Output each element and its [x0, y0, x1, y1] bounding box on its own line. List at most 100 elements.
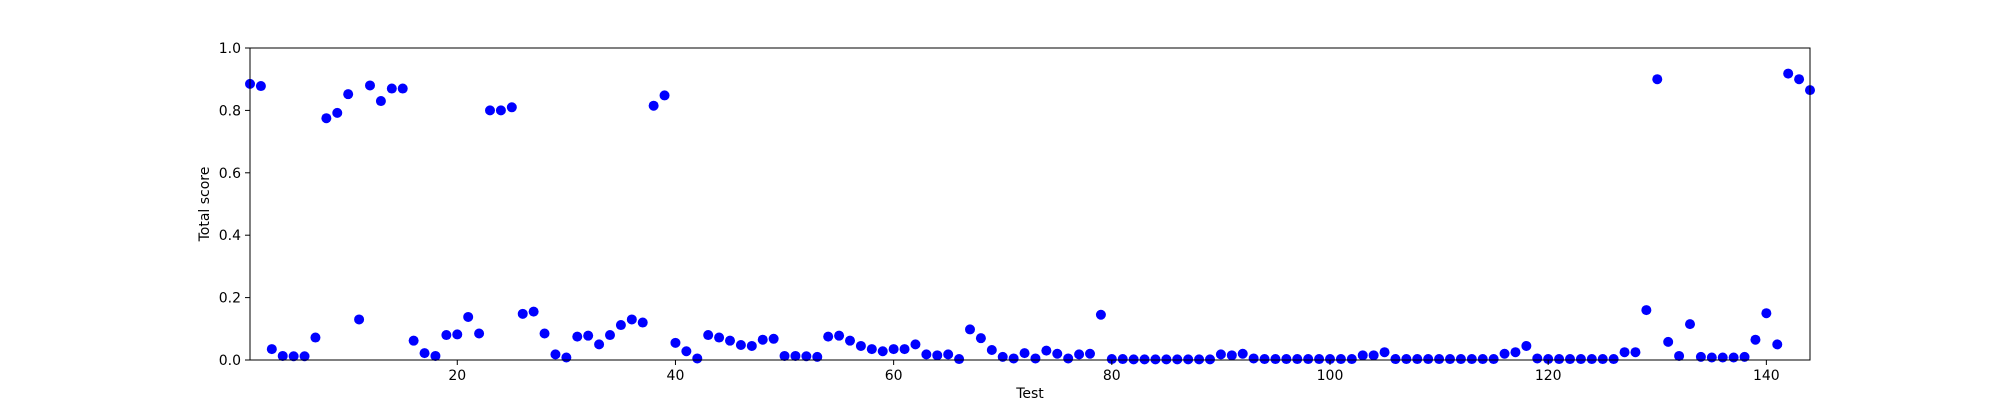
data-point [1390, 354, 1401, 365]
data-point [725, 335, 735, 346]
data-point [1052, 348, 1063, 359]
data-point [1030, 353, 1041, 364]
data-point [1706, 352, 1717, 363]
data-point [1728, 352, 1739, 363]
y-axis-ticks: 0.0 0.2 0.4 0.6 0.8 1.0 [219, 41, 250, 369]
data-point [1663, 336, 1674, 347]
data-point [1335, 354, 1346, 365]
data-point [1314, 354, 1325, 365]
data-point [735, 340, 746, 351]
x-tick-label: 80 [1103, 368, 1121, 384]
data-point [866, 344, 877, 355]
data-point [1194, 354, 1205, 365]
data-point [1761, 308, 1772, 319]
data-point [1434, 354, 1445, 365]
data-point [343, 89, 354, 100]
data-point [1085, 348, 1095, 359]
data-point [419, 348, 430, 359]
data-point [1630, 347, 1641, 358]
data-point [626, 314, 637, 325]
data-point [1226, 350, 1237, 361]
data-point [1259, 354, 1270, 365]
data-point [506, 102, 517, 113]
data-point [768, 333, 779, 344]
data-point [975, 333, 986, 344]
data-point [1445, 354, 1455, 365]
data-point [1477, 354, 1488, 365]
data-point [572, 331, 583, 342]
data-point [594, 339, 605, 350]
data-point [1499, 348, 1510, 359]
x-tick-label: 100 [1317, 368, 1344, 384]
data-point [899, 344, 910, 355]
data-point [1739, 351, 1750, 362]
data-point [310, 332, 321, 343]
data-point [1423, 354, 1434, 365]
data-point [561, 352, 572, 363]
data-point [1488, 354, 1499, 365]
data-point [1466, 354, 1477, 365]
data-point [1095, 309, 1106, 320]
data-point [441, 330, 452, 341]
data-point [1270, 354, 1281, 365]
data-point [1292, 354, 1303, 365]
data-point [299, 351, 310, 362]
data-point [1794, 74, 1805, 85]
data-point [1041, 345, 1052, 356]
data-point [1783, 68, 1794, 79]
data-point [277, 350, 288, 361]
data-point [965, 324, 975, 335]
data-point [637, 317, 648, 328]
data-point [583, 330, 594, 341]
data-point [986, 345, 997, 356]
data-point [877, 346, 888, 357]
data-point [1379, 347, 1390, 358]
data-point [1750, 334, 1761, 345]
data-point [1368, 350, 1379, 361]
data-point [539, 328, 550, 339]
data-point [932, 350, 943, 361]
data-point [1019, 348, 1030, 359]
data-point [845, 335, 855, 346]
data-point [452, 329, 463, 340]
data-point [1532, 353, 1543, 364]
data-point [1183, 354, 1194, 365]
data-point [365, 80, 375, 91]
data-point [1346, 354, 1357, 365]
x-axis-label: Test [1015, 386, 1044, 400]
data-point [1510, 347, 1521, 358]
data-point [910, 339, 921, 350]
data-point [1717, 352, 1728, 363]
data-point [1641, 305, 1652, 316]
data-point [1161, 354, 1172, 365]
data-point [1565, 354, 1575, 365]
data-point [408, 335, 419, 346]
y-tick-label: 0.6 [219, 166, 241, 182]
data-point [1619, 347, 1630, 358]
data-point [288, 351, 299, 362]
data-point [321, 113, 332, 124]
data-point [550, 349, 561, 360]
data-point [1325, 354, 1335, 365]
data-point [670, 337, 681, 348]
y-tick-label: 1.0 [219, 41, 241, 57]
data-point [1128, 354, 1139, 365]
y-tick-label: 0.4 [219, 228, 241, 244]
y-tick-label: 0.0 [219, 353, 241, 369]
data-point [779, 350, 790, 361]
x-tick-label: 140 [1753, 368, 1780, 384]
data-point [1772, 339, 1783, 350]
data-point [266, 344, 277, 355]
data-point [1608, 354, 1619, 365]
data-point [517, 308, 528, 319]
data-point [485, 105, 495, 116]
data-point [1401, 354, 1412, 365]
data-point [495, 105, 506, 116]
data-point [1674, 350, 1685, 361]
data-point [812, 351, 823, 362]
data-point [801, 351, 812, 362]
data-point [1695, 351, 1706, 362]
data-points [245, 68, 1815, 365]
data-point [397, 83, 408, 94]
